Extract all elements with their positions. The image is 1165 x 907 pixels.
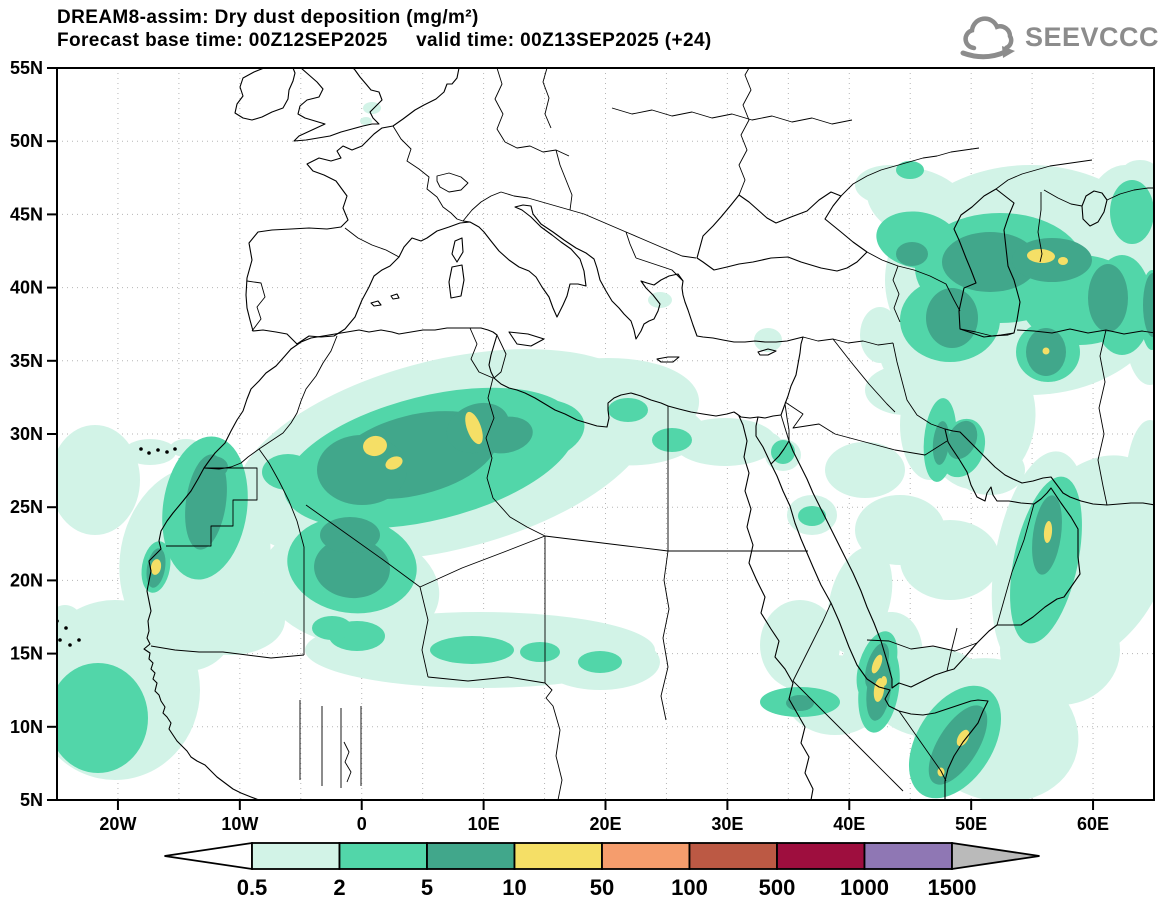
lon-tick-label: 20W bbox=[99, 814, 136, 834]
colorbar-segment bbox=[777, 843, 865, 869]
lon-tick-label: 20E bbox=[589, 814, 621, 834]
lat-tick-label: 15N bbox=[10, 644, 43, 664]
colorbar-tick-label: 100 bbox=[671, 875, 708, 900]
lat-tick-label: 55N bbox=[10, 58, 43, 78]
colorbar: 0.5 2 5 10 50 100 500 1000 1500 bbox=[165, 843, 1040, 900]
lon-tick-label: 50E bbox=[955, 814, 987, 834]
dust-contours bbox=[30, 102, 1165, 825]
colorbar-above-max-arrow bbox=[952, 843, 1040, 869]
colorbar-segment bbox=[340, 843, 428, 869]
island-balearic-2 bbox=[391, 294, 399, 299]
lat-tick-label: 50N bbox=[10, 131, 43, 151]
lat-tick-label: 10N bbox=[10, 717, 43, 737]
colorbar-segment bbox=[690, 843, 778, 869]
map-plot: 55N 50N 45N 40N 35N 30N 25N 20N 15N 10N 5N 20W 10W 0 1… bbox=[0, 0, 1165, 907]
island-sicily bbox=[509, 332, 544, 346]
colorbar-tick-label: 500 bbox=[759, 875, 796, 900]
colorbar-tick-label: 0.5 bbox=[237, 875, 268, 900]
lat-tick-label: 5N bbox=[20, 790, 43, 810]
lon-tick-label: 10E bbox=[468, 814, 500, 834]
lat-tick-label: 45N bbox=[10, 204, 43, 224]
lon-tick-label: 40E bbox=[833, 814, 865, 834]
colorbar-segment bbox=[602, 843, 690, 869]
colorbar-segment bbox=[252, 843, 340, 869]
black-sea bbox=[697, 192, 867, 271]
lat-tick-label: 35N bbox=[10, 351, 43, 371]
lat-tick-label: 20N bbox=[10, 570, 43, 590]
lon-tick-label: 0 bbox=[357, 814, 367, 834]
colorbar-tick-label: 2 bbox=[333, 875, 345, 900]
island-sardinia bbox=[449, 265, 464, 298]
lat-tick-label: 25N bbox=[10, 497, 43, 517]
colorbar-tick-label: 1500 bbox=[928, 875, 977, 900]
colorbar-segment bbox=[865, 843, 953, 869]
colorbar-tick-label: 5 bbox=[421, 875, 433, 900]
colorbar-segment bbox=[515, 843, 603, 869]
colorbar-tick-label: 1000 bbox=[840, 875, 889, 900]
dust-forecast-page: DREAM8-assim: Dry dust deposition (mg/m²… bbox=[0, 0, 1165, 907]
lon-tick-label: 10W bbox=[221, 814, 258, 834]
island-balearic-1 bbox=[371, 301, 381, 306]
coastline-ireland bbox=[235, 68, 295, 120]
lat-tick-label: 40N bbox=[10, 278, 43, 298]
colorbar-below-min-arrow bbox=[165, 843, 253, 869]
colorbar-segment bbox=[427, 843, 515, 869]
lon-tick-label: 30E bbox=[711, 814, 743, 834]
island-corsica bbox=[452, 238, 463, 262]
lat-tick-label: 30N bbox=[10, 424, 43, 444]
colorbar-tick-label: 50 bbox=[590, 875, 614, 900]
colorbar-tick-label: 10 bbox=[502, 875, 526, 900]
lon-tick-label: 60E bbox=[1077, 814, 1109, 834]
